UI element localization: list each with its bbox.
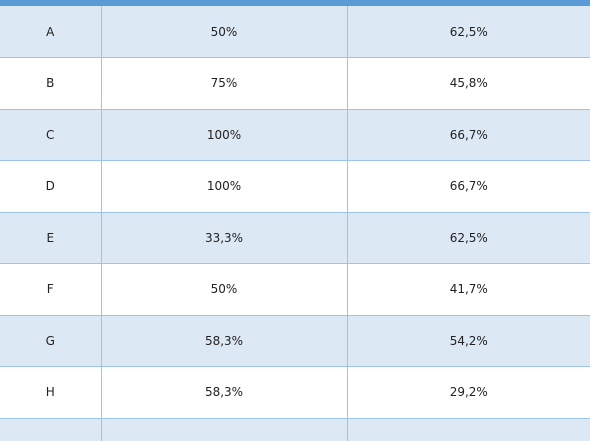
value-cell-3[interactable]: 29,2%: [347, 366, 590, 419]
table-row[interactable]: H 58,3% 29,2%: [0, 366, 590, 419]
table-row[interactable]: B 75% 45,8%: [0, 57, 590, 110]
value-cell-2[interactable]: 100%: [101, 109, 348, 161]
row-label-cell[interactable]: E: [0, 212, 102, 264]
value-cell-3[interactable]: 66,7%: [347, 109, 590, 161]
value-cell-2[interactable]: 100%: [101, 160, 348, 213]
value-cell-3[interactable]: [347, 418, 590, 441]
value-cell-3[interactable]: 45,8%: [347, 57, 590, 110]
row-label-cell[interactable]: A: [0, 6, 102, 58]
value-cell-2[interactable]: 58,3%: [101, 366, 348, 419]
value-cell-3[interactable]: 62,5%: [347, 212, 590, 264]
row-label-cell[interactable]: B: [0, 57, 102, 110]
value-cell-2[interactable]: 58,3%: [101, 315, 348, 367]
value-cell-2[interactable]: [101, 418, 348, 441]
value-cell-3[interactable]: 66,7%: [347, 160, 590, 213]
value-cell-3[interactable]: 41,7%: [347, 263, 590, 316]
table-row-partial[interactable]: [0, 418, 590, 441]
value-cell-2[interactable]: 33,3%: [101, 212, 348, 264]
table-header-bar: [0, 0, 590, 6]
table-row[interactable]: G 58,3% 54,2%: [0, 315, 590, 367]
row-label-cell[interactable]: [0, 418, 102, 441]
value-cell-2[interactable]: 50%: [101, 6, 348, 58]
value-cell-3[interactable]: 62,5%: [347, 6, 590, 58]
table-row[interactable]: A 50% 62,5%: [0, 6, 590, 58]
table-row[interactable]: F 50% 41,7%: [0, 263, 590, 316]
row-label-cell[interactable]: F: [0, 263, 102, 316]
table-row[interactable]: E 33,3% 62,5%: [0, 212, 590, 264]
row-label-cell[interactable]: C: [0, 109, 102, 161]
value-cell-2[interactable]: 75%: [101, 57, 348, 110]
data-table: A 50% 62,5% B 75% 45,8% C 100% 66,7% D 1…: [0, 6, 590, 441]
row-label-cell[interactable]: H: [0, 366, 102, 419]
value-cell-2[interactable]: 50%: [101, 263, 348, 316]
value-cell-3[interactable]: 54,2%: [347, 315, 590, 367]
row-label-cell[interactable]: D: [0, 160, 102, 213]
row-label-cell[interactable]: G: [0, 315, 102, 367]
table-row[interactable]: C 100% 66,7%: [0, 109, 590, 161]
table-row[interactable]: D 100% 66,7%: [0, 160, 590, 213]
